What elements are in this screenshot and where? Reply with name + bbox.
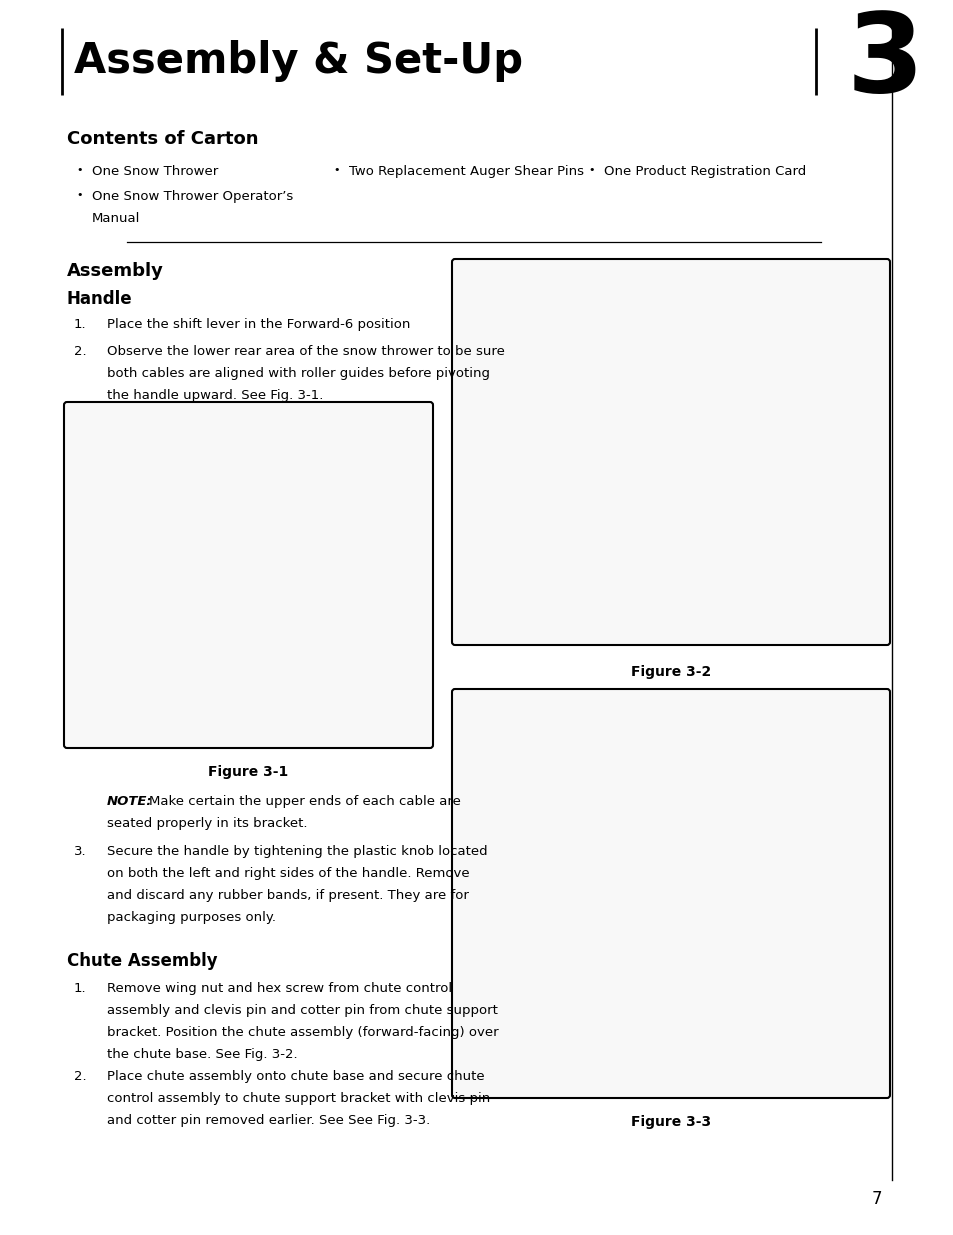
Text: •: • (588, 165, 595, 175)
Text: and discard any rubber bands, if present. They are for: and discard any rubber bands, if present… (107, 889, 468, 902)
Text: 3: 3 (845, 9, 923, 116)
Text: the chute base. See Fig. 3-2.: the chute base. See Fig. 3-2. (107, 1049, 297, 1061)
Text: assembly and clevis pin and cotter pin from chute support: assembly and clevis pin and cotter pin f… (107, 1004, 497, 1016)
Text: bracket. Position the chute assembly (forward-facing) over: bracket. Position the chute assembly (fo… (107, 1026, 498, 1039)
Text: 1.: 1. (74, 982, 87, 995)
Text: One Product Registration Card: One Product Registration Card (603, 165, 805, 178)
Text: 1.: 1. (74, 317, 87, 331)
Text: seated properly in its bracket.: seated properly in its bracket. (107, 818, 307, 830)
Text: the handle upward. See Fig. 3-1.: the handle upward. See Fig. 3-1. (107, 389, 323, 403)
Text: 3.: 3. (74, 845, 87, 858)
Text: One Snow Thrower: One Snow Thrower (91, 165, 218, 178)
Text: Place the shift lever in the Forward-6 position: Place the shift lever in the Forward-6 p… (107, 317, 410, 331)
Text: Assembly: Assembly (67, 262, 164, 280)
Text: •: • (76, 165, 83, 175)
FancyBboxPatch shape (452, 259, 889, 645)
Text: 2.: 2. (74, 345, 87, 358)
Text: and cotter pin removed earlier. See See Fig. 3-3.: and cotter pin removed earlier. See See … (107, 1114, 430, 1128)
Text: NOTE:: NOTE: (107, 795, 152, 808)
Text: Two Replacement Auger Shear Pins: Two Replacement Auger Shear Pins (349, 165, 583, 178)
FancyBboxPatch shape (64, 403, 433, 748)
FancyBboxPatch shape (452, 689, 889, 1098)
Text: •: • (76, 190, 83, 200)
Text: Contents of Carton: Contents of Carton (67, 130, 258, 148)
Text: Manual: Manual (91, 212, 140, 225)
Text: packaging purposes only.: packaging purposes only. (107, 911, 275, 924)
Text: on both the left and right sides of the handle. Remove: on both the left and right sides of the … (107, 867, 469, 881)
Text: Handle: Handle (67, 290, 132, 308)
Text: Observe the lower rear area of the snow thrower to be sure: Observe the lower rear area of the snow … (107, 345, 504, 358)
Text: 7: 7 (871, 1191, 882, 1208)
Text: Remove wing nut and hex screw from chute control: Remove wing nut and hex screw from chute… (107, 982, 452, 995)
Text: control assembly to chute support bracket with clevis pin: control assembly to chute support bracke… (107, 1092, 490, 1105)
Text: •: • (334, 165, 340, 175)
Text: One Snow Thrower Operator’s: One Snow Thrower Operator’s (91, 190, 293, 203)
Text: Assembly & Set-Up: Assembly & Set-Up (74, 41, 522, 83)
Text: Make certain the upper ends of each cable are: Make certain the upper ends of each cabl… (149, 795, 460, 808)
Text: Figure 3-3: Figure 3-3 (630, 1115, 710, 1129)
Text: Secure the handle by tightening the plastic knob located: Secure the handle by tightening the plas… (107, 845, 487, 858)
Text: 2.: 2. (74, 1070, 87, 1083)
Text: Place chute assembly onto chute base and secure chute: Place chute assembly onto chute base and… (107, 1070, 484, 1083)
Text: Chute Assembly: Chute Assembly (67, 952, 217, 969)
Text: Figure 3-2: Figure 3-2 (630, 664, 710, 679)
Text: both cables are aligned with roller guides before pivoting: both cables are aligned with roller guid… (107, 367, 490, 380)
Text: Figure 3-1: Figure 3-1 (208, 764, 289, 779)
